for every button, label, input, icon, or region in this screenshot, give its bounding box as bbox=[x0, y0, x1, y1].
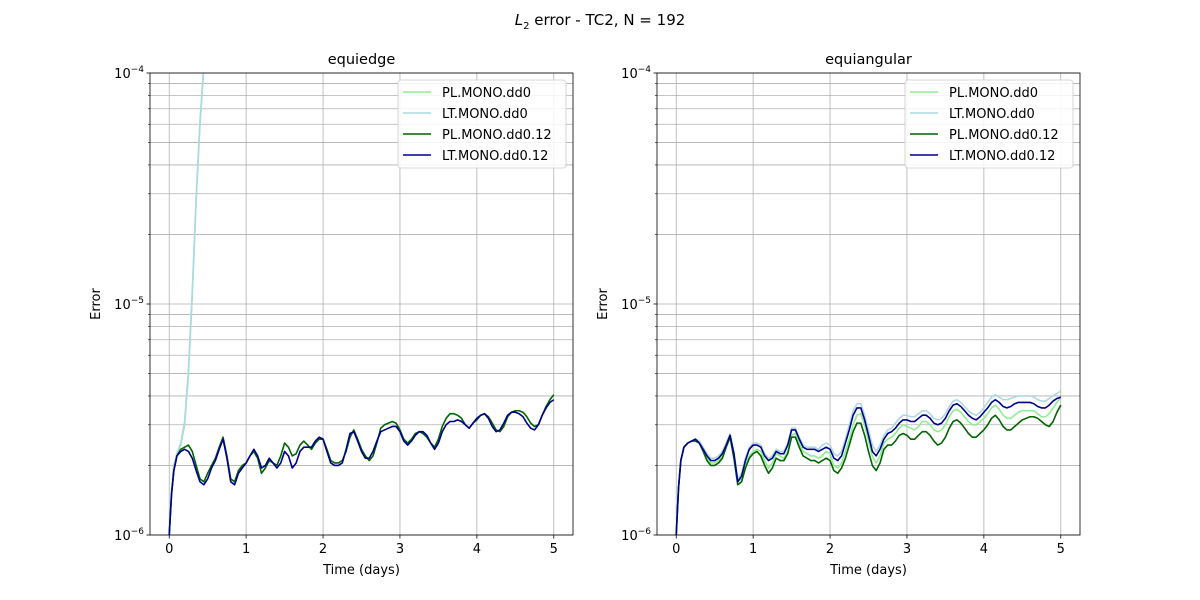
y-tick-label: 10−5 bbox=[114, 296, 144, 313]
x-tick-label: 2 bbox=[319, 542, 327, 557]
subplot-equiedge: 0 1 2 3 4 5 10−6 10−5 10−4 equiedge Time (days) Err… bbox=[89, 52, 574, 578]
series-line-lt-mono-dd0-12 bbox=[168, 399, 555, 535]
figure-title-rest: error - TC2, N = 192 bbox=[529, 11, 685, 29]
figure-title: L2 error - TC2, N = 192 bbox=[515, 11, 686, 32]
x-tick-label: 1 bbox=[242, 542, 250, 557]
figure-title-subscript: 2 bbox=[523, 21, 529, 32]
x-tick-label: 0 bbox=[672, 542, 680, 557]
x-tick-label: 3 bbox=[396, 542, 404, 557]
legend-box bbox=[904, 79, 1074, 169]
x-tick-label: 4 bbox=[473, 542, 481, 557]
series-line-pl-mono-dd0-12 bbox=[168, 394, 555, 535]
x-tick-label: 5 bbox=[550, 542, 558, 557]
x-tick-label: 3 bbox=[903, 542, 911, 557]
series-group bbox=[168, 73, 555, 535]
x-tick-label: 4 bbox=[980, 542, 988, 557]
legend-box bbox=[397, 79, 567, 169]
y-tick-label: 10−4 bbox=[621, 65, 651, 82]
y-axis-label: Error bbox=[596, 288, 611, 320]
x-axis-label: Time (days) bbox=[829, 563, 907, 578]
x-axis-label: Time (days) bbox=[322, 563, 400, 578]
y-axis-label: Error bbox=[89, 288, 104, 320]
series-line-lt-mono-dd0-12 bbox=[675, 396, 1062, 535]
legend-label: LT.MONO.dd0.12 bbox=[442, 149, 548, 164]
legend: PL.MONO.dd0 LT.MONO.dd0 PL.MONO.dd0.12 LT.M… bbox=[904, 79, 1074, 169]
legend-label: PL.MONO.dd0.12 bbox=[442, 128, 552, 143]
subplot-equiangular: 0 1 2 3 4 5 10−6 10−5 10−4 equiangular Time (days)… bbox=[596, 52, 1081, 578]
y-tick-label: 10−5 bbox=[621, 296, 651, 313]
subplot-title: equiangular bbox=[825, 52, 912, 68]
legend-label: LT.MONO.dd0 bbox=[442, 107, 528, 122]
x-tick-label: 5 bbox=[1057, 542, 1065, 557]
x-tick-label: 0 bbox=[165, 542, 173, 557]
legend-label: LT.MONO.dd0.12 bbox=[949, 149, 1055, 164]
series-line-pl-mono-dd0 bbox=[675, 396, 1062, 535]
y-tick-label: 10−6 bbox=[621, 527, 651, 544]
x-tick-label: 2 bbox=[826, 542, 834, 557]
x-tick-label: 1 bbox=[749, 542, 757, 557]
y-tick-label: 10−6 bbox=[114, 527, 144, 544]
legend-label: PL.MONO.dd0 bbox=[949, 86, 1038, 101]
legend-label: PL.MONO.dd0 bbox=[442, 86, 531, 101]
figure-title-prefix: L bbox=[515, 11, 523, 29]
legend-label: LT.MONO.dd0 bbox=[949, 107, 1035, 122]
y-tick-label: 10−4 bbox=[114, 65, 144, 82]
subplot-title: equiedge bbox=[328, 52, 396, 68]
legend-label: PL.MONO.dd0.12 bbox=[949, 128, 1059, 143]
series-group bbox=[675, 390, 1062, 535]
legend: PL.MONO.dd0 LT.MONO.dd0 PL.MONO.dd0.12 LT.M… bbox=[397, 79, 567, 169]
